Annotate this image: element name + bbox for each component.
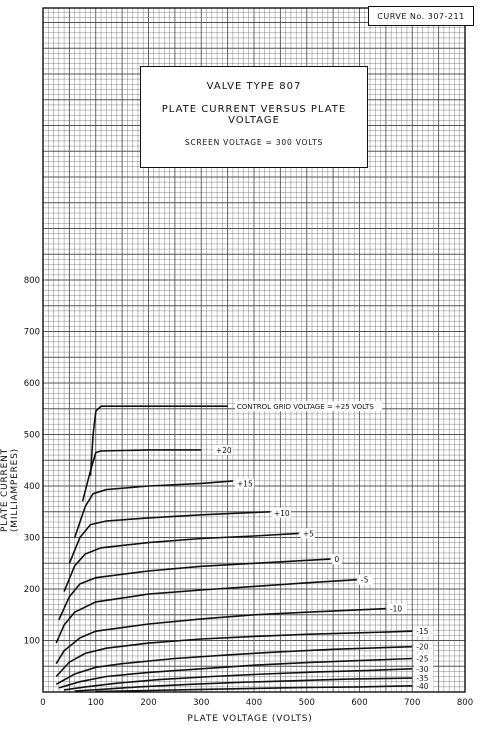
series-label-bg-11: [414, 663, 434, 674]
series-label-bg-1: [213, 444, 233, 455]
series-label-2: +15: [237, 479, 253, 488]
y-tick-label: 400: [24, 482, 40, 492]
series-line-11: [63, 668, 413, 691]
series-label-bg-4: [300, 528, 315, 539]
series-label-0: CONTROL GRID VOLTAGE = +25 VOLTS: [237, 403, 374, 411]
y-tick-label: 700: [24, 328, 40, 338]
y-tick-label: 600: [24, 379, 40, 389]
series-line-13: [95, 685, 413, 693]
series-label-6: -5: [361, 576, 369, 585]
series-label-9: -20: [416, 643, 428, 652]
series-line-5: [58, 558, 331, 621]
series-label-10: -25: [416, 655, 428, 664]
series-label-11: -30: [416, 665, 428, 674]
series-label-bg-13: [414, 680, 434, 691]
series-label-bg-8: [414, 626, 434, 637]
series-line-12: [74, 677, 413, 692]
y-axis-label: PLATE CURRENT (MILLIAMPERES): [0, 448, 20, 533]
series-label-bg-2: [234, 478, 254, 489]
chart-note: SCREEN VOLTAGE = 300 VOLTS: [184, 138, 324, 147]
series-label-13: -40: [416, 682, 428, 691]
series-line-1: [81, 449, 202, 502]
tick-labels: 0 100 200 300 400 500 600 700 800 100 200 300 400 500…: [24, 276, 473, 708]
x-tick-label: 700: [404, 698, 420, 708]
plot-border: [42, 7, 466, 693]
x-tick-label: 500: [299, 698, 315, 708]
series-label-bg-7: [387, 603, 407, 614]
series-label-5: 0: [334, 555, 339, 564]
series-label-bg-3: [271, 507, 291, 518]
series-line-8: [55, 630, 413, 678]
series-labels: CONTROL GRID VOLTAGE = +25 VOLTS +20 +15 +1…: [213, 401, 434, 691]
y-tick-label: 200: [24, 585, 40, 595]
y-tick-label: 500: [24, 431, 40, 441]
series-line-9: [55, 645, 413, 685]
series-line-7: [55, 607, 386, 665]
series-line-4: [63, 532, 299, 592]
x-tick-label: 200: [140, 698, 156, 708]
series-label-4: +5: [303, 529, 314, 538]
chart-title: VALVE TYPE 807: [206, 81, 302, 92]
plot-frame: [42, 7, 466, 693]
series-label-bg-9: [414, 641, 434, 652]
x-tick-label: 400: [246, 698, 262, 708]
series-label-1: +20: [216, 446, 232, 455]
curve-number-label: CURVE No. 307-211: [368, 6, 474, 26]
series-label-8: -15: [416, 627, 428, 636]
y-tick-label: 800: [24, 276, 40, 286]
series-label-12: -35: [416, 674, 428, 683]
series-label-3: +10: [274, 509, 290, 518]
x-tick-label: 100: [88, 698, 104, 708]
x-tick-label: 800: [457, 698, 473, 708]
series-line-0: [89, 405, 228, 476]
x-tick-label: 300: [193, 698, 209, 708]
series-label-bg-10: [414, 653, 434, 664]
series-label-bg-6: [358, 574, 373, 585]
y-tick-label: 100: [24, 637, 40, 647]
series-line-10: [58, 657, 413, 689]
series-line-6: [55, 578, 357, 644]
series-label-bg-5: [332, 554, 342, 565]
chart-subtitle: PLATE CURRENT VERSUS PLATE VOLTAGE: [161, 104, 347, 126]
title-box: VALVE TYPE 807 PLATE CURRENT VERSUS PLAT…: [140, 66, 368, 168]
series-line-3: [68, 511, 270, 564]
y-tick-label: 300: [24, 534, 40, 544]
series-label-bg-12: [414, 673, 434, 684]
series-label-bg-0: [234, 401, 383, 412]
x-tick-label: 0: [40, 698, 45, 708]
x-axis-label: PLATE VOLTAGE (VOLTS): [187, 714, 313, 724]
series-line-2: [73, 480, 233, 538]
series-label-7: -10: [390, 605, 402, 614]
series-layer: [55, 405, 413, 693]
x-tick-label: 600: [351, 698, 367, 708]
